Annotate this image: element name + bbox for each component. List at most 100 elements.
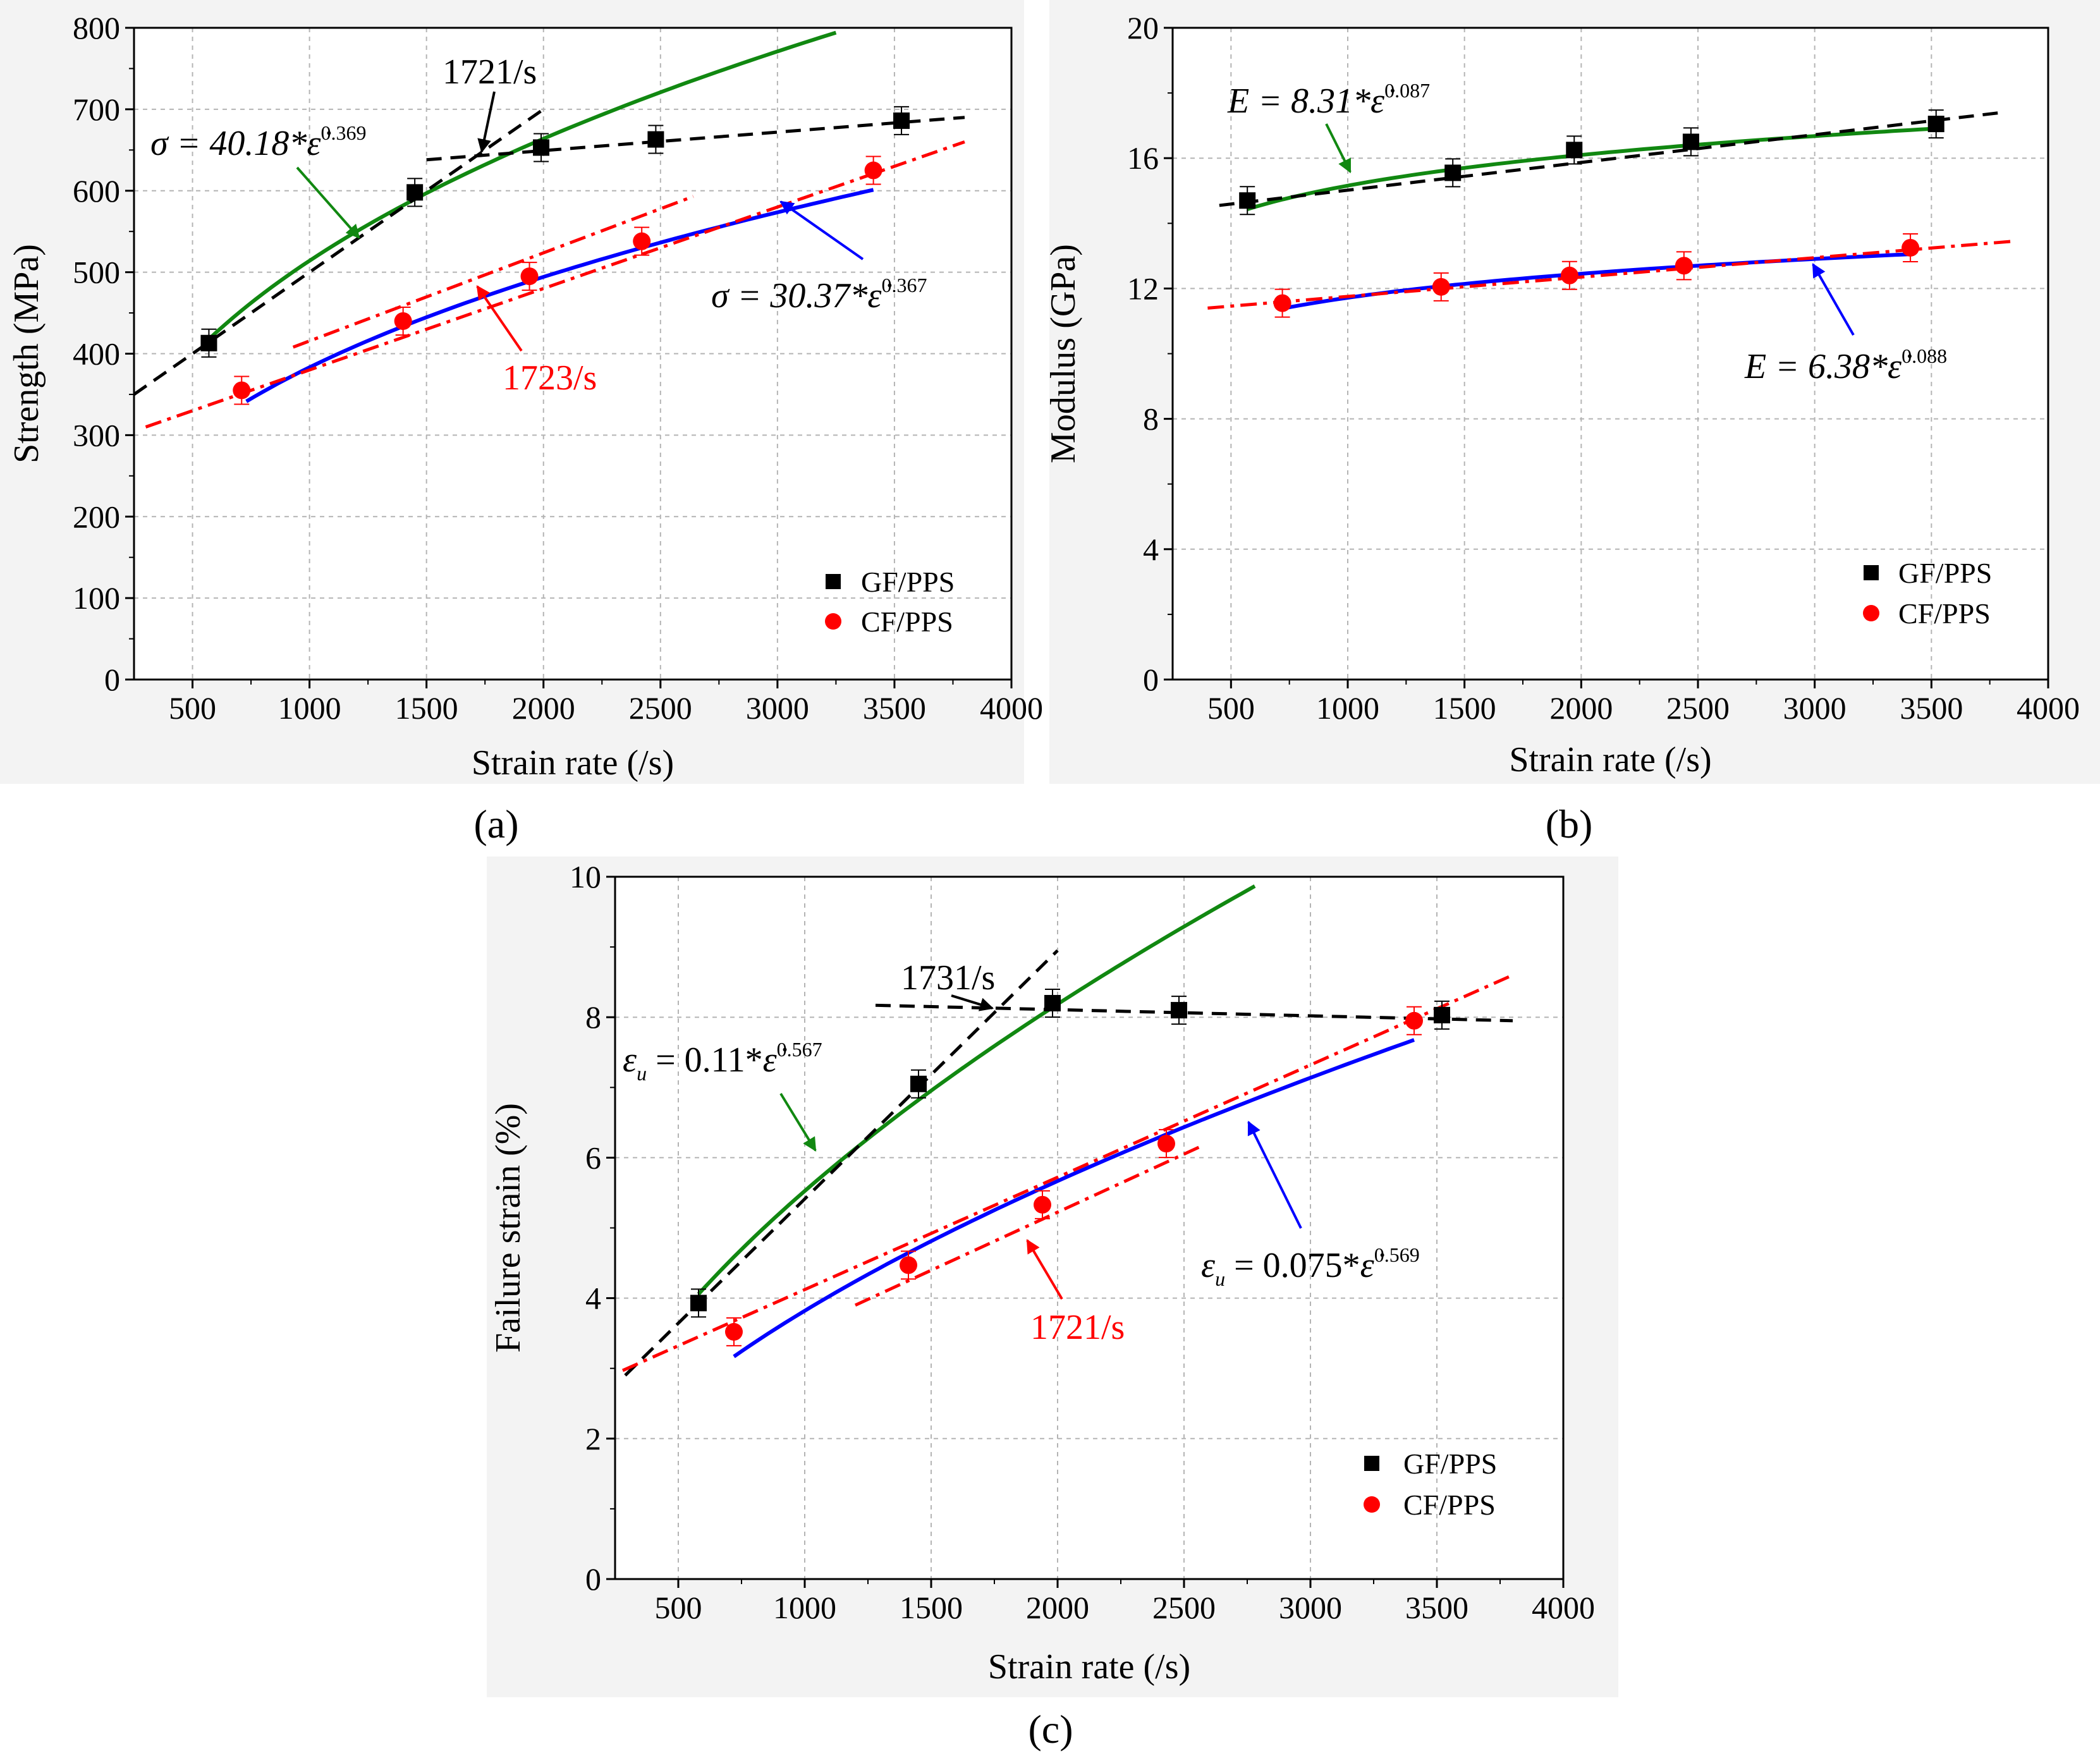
panel-b-x-tick-label: 2000 <box>1549 690 1613 726</box>
panel-c-x-axis-title: Strain rate (/s) <box>988 1647 1190 1687</box>
panel-a-y-tick-label: 200 <box>73 499 120 534</box>
panel-a-legend-label-gf: GF/PPS <box>861 566 955 598</box>
panel-b-legend-marker-gf <box>1864 565 1879 580</box>
panel-c-legend-marker-cf <box>1364 1496 1380 1513</box>
panel-a-power-fit-cf <box>245 188 874 403</box>
panel-b-point-gf <box>1239 192 1256 209</box>
panel-a-transition-cf: 1723/s <box>503 358 597 398</box>
panel-c-point-cf <box>1157 1135 1175 1153</box>
panel-c-transition-gf: 1731/s <box>901 958 995 997</box>
panel-b-plot-background <box>1173 28 2048 680</box>
panel-b-linear-fit-gf-1 <box>1219 111 2002 207</box>
panel-a-y-tick-label: 0 <box>104 662 120 697</box>
panel-a-transition-gf: 1721/s <box>443 52 537 92</box>
panel-c-legend-marker-gf <box>1364 1456 1379 1471</box>
panel-c-legend-label-cf: CF/PPS <box>1403 1489 1496 1521</box>
panel-c-x-tick-label: 2500 <box>1152 1590 1216 1625</box>
panel-b-y-tick-label: 0 <box>1143 662 1159 697</box>
panel-c-power-fit-cf <box>733 1038 1415 1358</box>
panel-b-y-tick-label: 20 <box>1127 10 1159 46</box>
panel-c-failure-strain-chart: 500 1000 1500 2000 2500 3000 3500 4000 0 2 4 6 8 10 St… <box>487 857 1618 1752</box>
panel-a-point-cf <box>633 232 651 250</box>
panel-a-point-gf <box>200 334 217 351</box>
panel-a-plot-background <box>134 28 1011 680</box>
panel-b-x-tick-label: 500 <box>1207 690 1255 726</box>
panel-a-equation-cf: σ = 30.37*ε̇0.367 <box>711 274 927 315</box>
panel-a-legend-marker-cf <box>825 613 841 630</box>
panel-c-x-tick-label: 2000 <box>1026 1590 1089 1625</box>
panel-a-arrow-transition-gf <box>477 91 496 154</box>
panel-c-x-tick-label: 1500 <box>900 1590 963 1625</box>
panel-a-point-cf <box>233 381 251 400</box>
panel-a-power-fit-gf <box>207 30 837 341</box>
panel-b-x-axis-title: Strain rate (/s) <box>1509 740 1711 779</box>
panel-c-point-gf <box>910 1075 927 1092</box>
panel-b-arrow-cf <box>1812 263 1855 336</box>
panel-c-arrow-transition-gf <box>951 994 994 1011</box>
panel-a-x-axis-title: Strain rate (/s) <box>472 743 674 783</box>
panel-a-y-tick-label: 800 <box>73 10 120 46</box>
panel-a-arrow-transition-cf <box>476 285 523 352</box>
panel-a-x-tick-label: 4000 <box>980 690 1043 726</box>
panel-b-power-fit-gf <box>1247 126 1936 211</box>
panel-a-linear-fit-gf-2 <box>426 116 965 162</box>
panel-b-x-tick-label: 1500 <box>1433 690 1496 726</box>
panel-c-y-tick-label: 6 <box>585 1140 601 1175</box>
panel-a-point-cf <box>864 161 882 180</box>
panel-c-point-cf <box>900 1256 917 1274</box>
panel-c-y-tick-label: 2 <box>585 1421 601 1456</box>
panel-c-legend-label-gf: GF/PPS <box>1403 1448 1497 1480</box>
panel-a-y-tick-label: 600 <box>73 173 120 209</box>
panel-c-power-fit-gf <box>697 884 1256 1296</box>
panel-c-y-tick-label: 0 <box>585 1561 601 1597</box>
panel-a-x-tick-label: 1000 <box>278 690 341 726</box>
panel-a-x-tick-label: 500 <box>169 690 216 726</box>
panel-a-point-gf <box>533 139 550 156</box>
panel-c-x-tick-label: 3500 <box>1405 1590 1468 1625</box>
panel-b-legend-marker-cf <box>1863 605 1879 621</box>
panel-b-point-cf <box>1273 294 1291 312</box>
panel-b-modulus-chart: 500 1000 1500 2000 2500 3000 3500 4000 0 4 8 12 16 20… <box>1044 0 2100 846</box>
panel-a-x-tick-label: 3500 <box>863 690 926 726</box>
panel-a-y-tick-label: 700 <box>73 92 120 127</box>
panel-a-x-tick-label: 2000 <box>512 690 575 726</box>
panel-c-point-cf <box>1405 1011 1423 1030</box>
panel-b-legend-label-gf: GF/PPS <box>1898 557 1992 589</box>
panel-c-y-tick-label: 10 <box>570 859 601 894</box>
panel-c-arrow-transition-cf <box>1026 1239 1063 1300</box>
panel-c-plot-area: 500 1000 1500 2000 2500 3000 3500 4000 0 2 4 6 8 10 St… <box>489 859 1595 1687</box>
panel-c-point-cf <box>1034 1195 1051 1214</box>
panel-a-x-tick-label: 1500 <box>395 690 458 726</box>
panel-a-legend-label-cf: CF/PPS <box>861 606 953 638</box>
panel-c-point-cf <box>725 1322 743 1341</box>
panel-b-arrow-gf <box>1325 123 1352 173</box>
panel-a-linear-fit-cf-2 <box>292 195 694 349</box>
panel-a-linear-fit-cf-1 <box>145 140 965 429</box>
panel-c-x-tick-label: 3000 <box>1279 1590 1342 1625</box>
panel-b-point-cf <box>1675 257 1693 275</box>
panel-a-point-cf <box>394 312 412 330</box>
panel-a-arrow-gf <box>296 166 360 239</box>
panel-c-y-tick-label: 8 <box>585 999 601 1035</box>
panel-b-point-cf <box>1902 238 1920 257</box>
panel-b-x-tick-label: 1000 <box>1316 690 1379 726</box>
panel-c-point-gf <box>1434 1006 1450 1023</box>
panel-a-plot-area: 500 1000 1500 2000 2500 3000 3500 4000 0 100 200 30… <box>7 10 1043 783</box>
panel-a-point-cf <box>520 267 539 286</box>
panel-c-x-tick-label: 500 <box>655 1590 702 1625</box>
panel-a-y-axis-title: Strength (MPa) <box>7 244 46 463</box>
panel-a-equation-gf: σ = 40.18*ε̇0.369 <box>150 121 366 163</box>
panel-a-point-gf <box>406 184 424 201</box>
panel-c-x-tick-label: 1000 <box>773 1590 836 1625</box>
panel-b-x-tick-label: 3000 <box>1783 690 1847 726</box>
panel-c-arrow-gf <box>779 1092 817 1152</box>
panel-c-point-gf <box>690 1295 707 1312</box>
panel-a-y-tick-label: 300 <box>73 417 120 453</box>
panel-b-point-gf <box>1927 116 1944 133</box>
panel-a-x-tick-label: 3000 <box>746 690 809 726</box>
panel-c-plot-background <box>615 877 1563 1579</box>
panel-c-x-tick-label: 4000 <box>1532 1590 1595 1625</box>
panel-b-y-tick-label: 8 <box>1143 401 1159 437</box>
panel-b-plot-area: 500 1000 1500 2000 2500 3000 3500 4000 0 4 8 12 16 20… <box>1044 10 2080 779</box>
